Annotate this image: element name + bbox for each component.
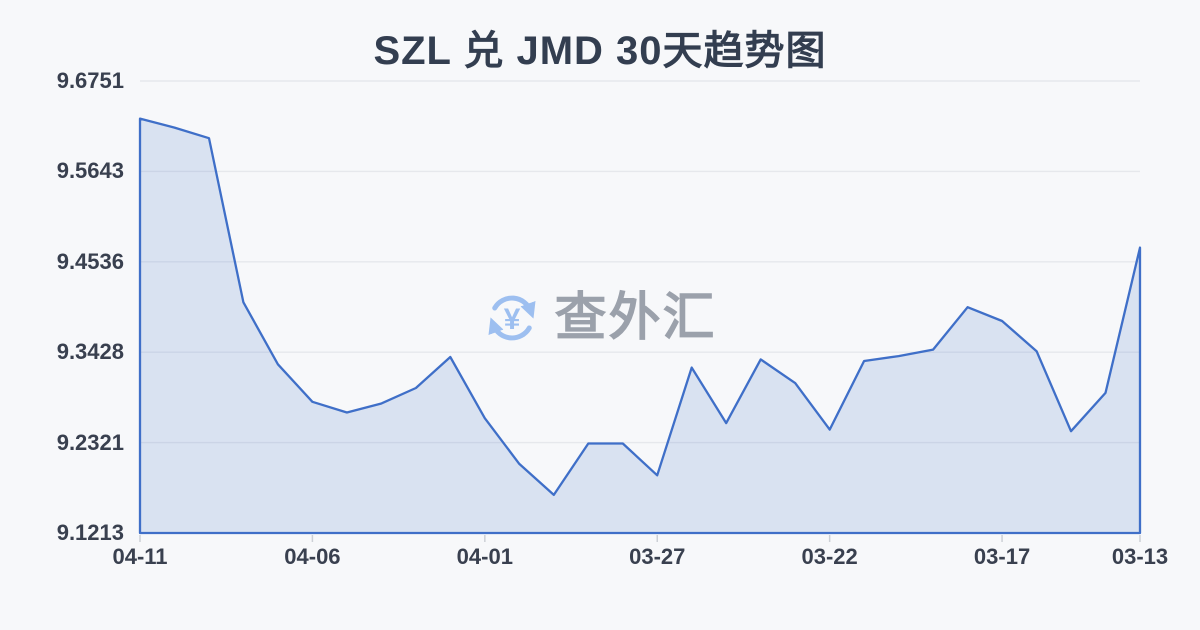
y-axis-label: 9.3428 [56, 339, 124, 365]
y-axis-label: 9.2321 [56, 429, 124, 455]
y-axis-label: 9.6751 [56, 68, 124, 93]
x-axis-label: 03-13 [1111, 544, 1169, 569]
y-axis-label: 9.1213 [56, 520, 124, 545]
x-axis-label: 04-06 [284, 544, 341, 569]
y-axis-label: 9.5643 [56, 158, 124, 184]
area-series [138, 117, 1142, 535]
y-axis-label: 9.4536 [56, 248, 124, 274]
x-axis-label: 03-27 [629, 544, 686, 569]
x-axis-label: 03-22 [801, 544, 858, 569]
x-axis-label: 03-17 [973, 544, 1031, 569]
chart-title: SZL 兑 JMD 30天趋势图 [373, 29, 827, 73]
x-axis-label: 04-01 [456, 544, 513, 569]
x-axis-label: 04-11 [112, 544, 168, 569]
